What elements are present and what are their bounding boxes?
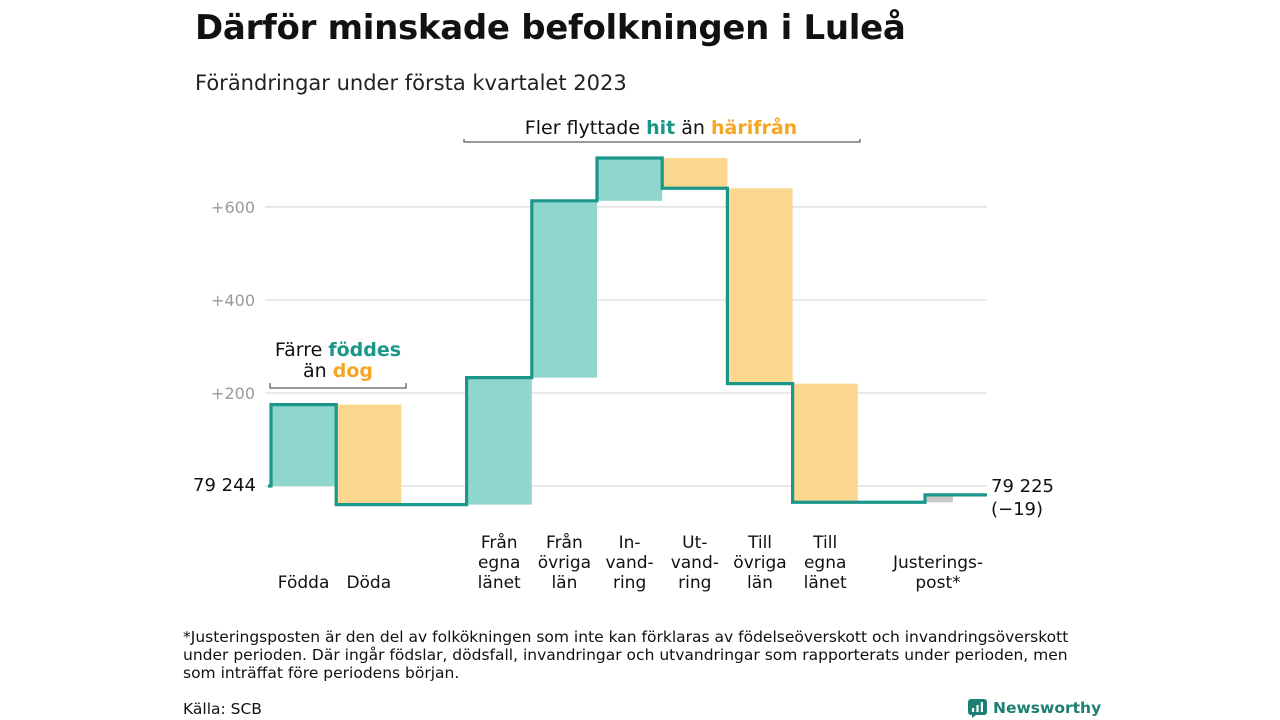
category-label: övriga — [733, 553, 786, 573]
bar-increase — [531, 200, 597, 378]
bar-decrease — [727, 188, 793, 384]
chart-title: Därför minskade befolkningen i Luleå — [195, 8, 906, 48]
annotation-text: Fler flyttade hit än härifrån — [525, 115, 797, 139]
brand-name: Newsworthy — [993, 699, 1102, 717]
bar-increase — [597, 158, 663, 201]
category-label: Justerings- — [892, 553, 983, 573]
bar-increase — [466, 377, 532, 505]
category-label: egna — [804, 553, 846, 573]
annotation-bracket — [463, 139, 861, 143]
chart-subtitle: Förändringar under första kvartalet 2023 — [195, 71, 627, 95]
category-label: Ut- — [682, 533, 707, 553]
category-label: Till — [747, 533, 772, 553]
category-label: övriga — [538, 553, 591, 573]
category-label: Födda — [278, 573, 330, 593]
bar-decrease — [336, 404, 402, 505]
end-value-label: 79 225 — [991, 476, 1054, 497]
category-label: vand- — [606, 553, 654, 573]
category-label: Till — [812, 533, 837, 553]
category-label: län — [551, 573, 577, 593]
newsworthy-logo-icon — [968, 698, 987, 718]
category-label: vand- — [671, 553, 719, 573]
bar-increase — [271, 404, 337, 486]
category-label: ring — [678, 573, 711, 593]
category-label: ring — [613, 573, 646, 593]
category-label: In- — [619, 533, 641, 553]
start-value-label: 79 244 — [193, 475, 256, 496]
brand-logo: Newsworthy — [968, 697, 1101, 719]
annotation-text-line2: än dog — [303, 360, 373, 382]
footnote: *Justeringsposten är den del av folkökni… — [183, 628, 1069, 682]
bar-decrease — [662, 158, 728, 189]
category-label: län — [747, 573, 773, 593]
source-note: Källa: SCB — [183, 700, 262, 718]
category-label: egna — [478, 553, 520, 573]
annotation-text-line1: Färre föddes — [275, 339, 401, 361]
bar-adjustment — [925, 494, 953, 503]
running-total-line — [268, 156, 987, 507]
y-tick-label: +400 — [211, 291, 255, 310]
category-label: post* — [915, 573, 960, 593]
category-label: länet — [478, 573, 521, 593]
bars-group — [271, 158, 953, 505]
bar-decrease — [792, 383, 858, 503]
y-tick-label: +200 — [211, 384, 255, 403]
annotation-migration: Fler flyttade hit än härifrån — [463, 115, 861, 143]
end-change-label: (−19) — [991, 499, 1043, 520]
category-label: länet — [804, 573, 847, 593]
grid-group: +200 +400 +600 — [211, 198, 987, 487]
category-label: Från — [481, 532, 518, 553]
category-label: Från — [546, 532, 583, 553]
category-labels: Födda DödaFrånegnalänetFrånövrigalänIn-va… — [278, 532, 983, 593]
y-tick-label: +600 — [211, 198, 255, 217]
category-label: Döda — [346, 573, 391, 593]
annotation-bracket — [269, 383, 407, 389]
